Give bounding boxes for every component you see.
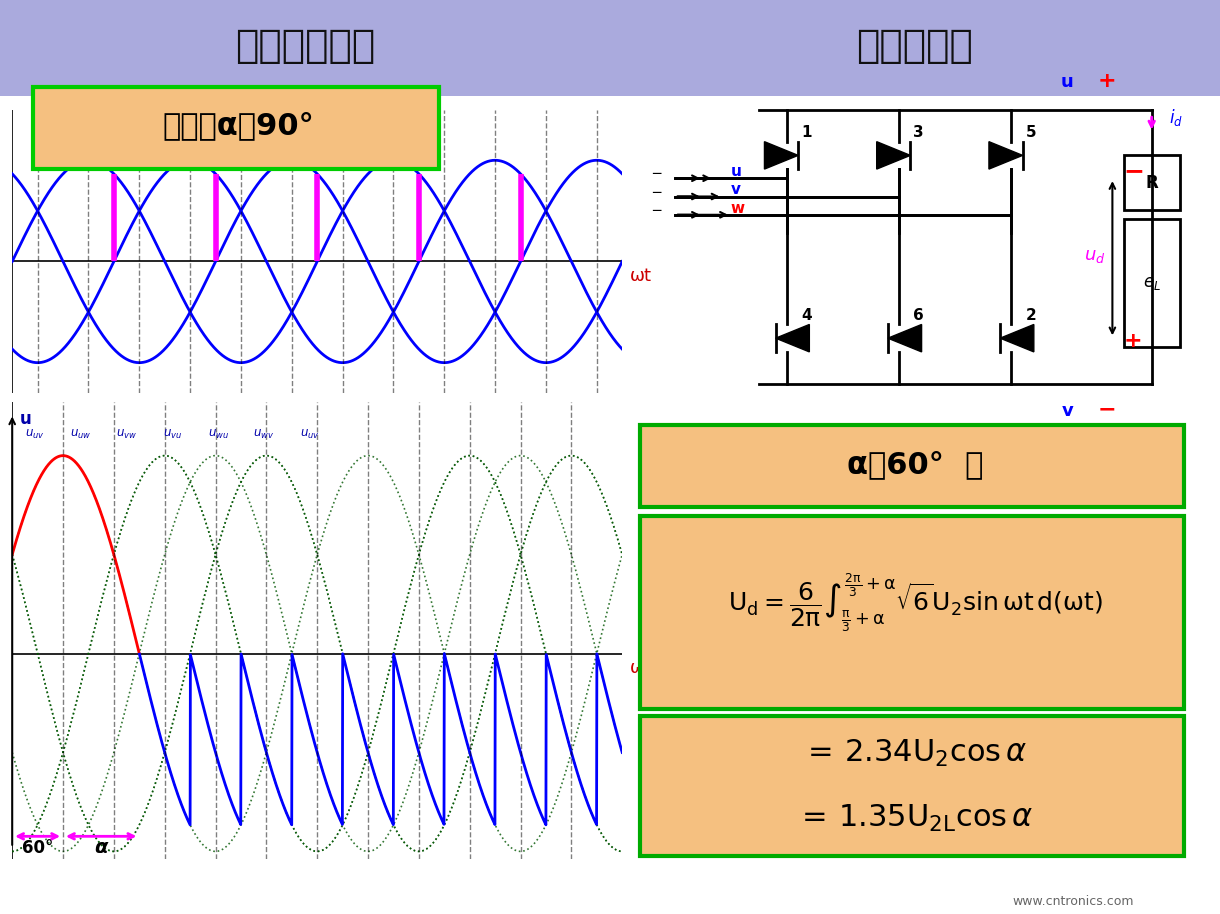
Text: $u_{{wu}}$: $u_{{wu}}$ [207,428,228,441]
Text: $u_{{vu}}$: $u_{{vu}}$ [162,428,182,441]
Text: www.cntronics.com: www.cntronics.com [1013,895,1135,908]
FancyBboxPatch shape [640,716,1185,856]
Text: 60°: 60° [22,839,54,857]
Text: $u_{{vw}}$: $u_{{vw}}$ [116,428,137,441]
Text: v: v [731,182,741,197]
FancyBboxPatch shape [640,425,1185,507]
Text: $e_L$: $e_L$ [1143,274,1160,292]
Text: $= \, 2.34 \mathrm{U_2} \cos\alpha$: $= \, 2.34 \mathrm{U_2} \cos\alpha$ [803,739,1027,770]
Polygon shape [877,142,910,169]
Text: −: − [1098,399,1116,420]
Text: ω: ω [630,659,644,677]
FancyBboxPatch shape [640,515,1185,709]
Text: ─: ─ [653,167,660,181]
Text: 2: 2 [1026,308,1037,323]
Text: α＞60°  时: α＞60° 时 [847,450,983,479]
Text: $\mathbf{u_v}$: $\mathbf{u_v}$ [178,112,203,130]
Text: $\mathrm{U_d = \dfrac{6}{2\pi} \int_{\frac{\pi}{3}+\alpha}^{\frac{2\pi}{3}+\alph: $\mathrm{U_d = \dfrac{6}{2\pi} \int_{\fr… [727,571,1103,633]
Polygon shape [1000,324,1033,352]
FancyBboxPatch shape [33,87,439,169]
Text: u: u [731,164,742,179]
Text: ─: ─ [653,186,660,199]
Polygon shape [765,142,798,169]
Text: $i_d$: $i_d$ [1169,107,1182,128]
Text: ωt: ωt [630,267,651,284]
Text: 三相桥式全控: 三相桥式全控 [235,27,375,65]
Text: 4: 4 [802,308,811,323]
Text: $u_{{wv}}$: $u_{{wv}}$ [254,428,274,441]
Text: −: − [1124,159,1144,183]
Text: $\mathbf{u_w}$: $\mathbf{u_w}$ [278,112,306,130]
Bar [1124,219,1180,347]
Polygon shape [888,324,921,352]
Text: $u_d$: $u_d$ [1085,248,1105,265]
Text: 5: 5 [1026,125,1036,140]
Text: $u_{{uw}}$: $u_{{uw}}$ [70,428,92,441]
Text: ─: ─ [653,204,660,218]
Text: $\mathbf{u_u}$: $\mathbf{u_u}$ [381,112,406,130]
Text: 3: 3 [914,125,924,140]
Text: w: w [731,200,745,216]
Text: R: R [1146,174,1158,192]
Text: 电感性负载: 电感性负载 [856,27,974,65]
Text: v: v [1061,402,1074,420]
Text: $= \, 1.35 \mathrm{U_{2L}} \cos\alpha$: $= \, 1.35 \mathrm{U_{2L}} \cos\alpha$ [797,802,1033,834]
Text: 6: 6 [914,308,925,323]
Polygon shape [776,324,809,352]
Text: α: α [94,838,107,857]
Text: u: u [1061,73,1074,90]
Text: +: + [1098,70,1116,90]
Text: +: + [1124,331,1142,351]
Text: u: u [20,410,32,429]
Bar [1124,155,1180,210]
Polygon shape [989,142,1022,169]
Text: 1: 1 [802,125,811,140]
Text: $u_{{uv}}$: $u_{{uv}}$ [300,428,320,441]
Text: $\mathbf{u_u}$: $\mathbf{u_u}$ [76,112,101,130]
Text: $u_{{uv}}$: $u_{{uv}}$ [26,428,45,441]
Text: 控制角α＝90°: 控制角α＝90° [162,112,314,141]
